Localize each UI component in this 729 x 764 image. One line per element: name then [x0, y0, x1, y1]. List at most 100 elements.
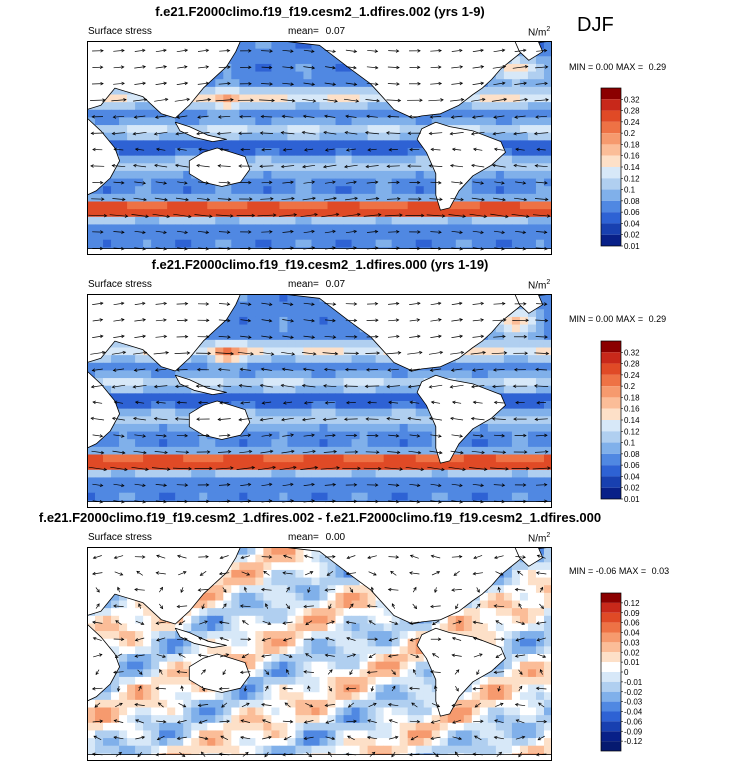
colorbar-box — [601, 352, 621, 364]
panel-3-title: f.e21.F2000climo.f19_f19.cesm2_1.dfires.… — [38, 510, 602, 525]
wind-vectors — [88, 48, 551, 251]
panel-2-max-value: 0.29 — [648, 314, 667, 324]
colorbar-tick-label: 0.1 — [624, 439, 636, 448]
colorbar-tick-label: 0.04 — [624, 472, 640, 481]
panel-1-mean-value: 0.07 — [325, 26, 346, 37]
colorbar-box — [601, 612, 621, 623]
colorbar-tick-label: -0.01 — [624, 678, 643, 687]
panel-3-colorbar: 0.120.090.060.040.030.020.010-0.01-0.02-… — [600, 592, 643, 752]
colorbar-tick-label: 0 — [624, 668, 629, 677]
panel-2-colorbar: 0.32 0.28 0.24 0.2 0.18 0.16 0.14 0.12 0.1 0.08 0.… — [600, 340, 640, 502]
panel-3-max-value: 0.03 — [651, 566, 670, 576]
colorbar-box — [601, 363, 621, 375]
colorbar-box — [601, 234, 621, 246]
colorbar-box — [601, 212, 621, 224]
colorbar-box — [601, 476, 621, 488]
panel-2-units-exp: 2 — [546, 279, 551, 286]
panel-1-min-value: 0.00 — [595, 62, 614, 72]
colorbar-box — [601, 487, 621, 499]
colorbar-tick-label: 0.28 — [624, 360, 640, 369]
panel-1-map — [87, 41, 552, 255]
colorbar-tick-label: 0.12 — [624, 427, 640, 436]
colorbar-box — [601, 652, 621, 663]
season-label: DJF — [577, 14, 614, 36]
land-masses — [87, 294, 552, 508]
colorbar-box — [601, 420, 621, 432]
colorbar-tick-label: -0.02 — [624, 688, 643, 697]
panel-1-max-label: MAX = — [615, 62, 644, 72]
colorbar-tick-label: 0.02 — [624, 648, 640, 657]
colorbar-box — [601, 672, 621, 682]
colorbar-box — [601, 178, 621, 190]
panel-3-units: N/m2 — [528, 532, 550, 544]
panel-1-minmax: MIN = 0.00 MAX = 0.29 — [569, 62, 666, 72]
panel-1-mean-label: mean= — [288, 26, 319, 37]
panel-2-map — [87, 294, 552, 508]
panel-2-min-value: 0.00 — [595, 314, 614, 324]
colorbar-box — [601, 431, 621, 443]
colorbar-tick-label: -0.09 — [624, 727, 643, 736]
colorbar-tick-label: 0.16 — [624, 405, 640, 414]
panel-2-title: f.e21.F2000climo.f19_f19.cesm2_1.dfires.… — [151, 257, 489, 272]
colorbar-tick-label: 0.01 — [624, 242, 640, 249]
colorbar-tick-label: 0.14 — [624, 416, 640, 425]
colorbar-box — [601, 167, 621, 179]
panel-1-mean: mean= 0.07 — [288, 26, 345, 37]
colorbar-tick-label: 0.01 — [624, 495, 640, 502]
panel-3-mean-label: mean= — [288, 532, 319, 543]
colorbar-box — [601, 593, 621, 603]
colorbar-tick-label: 0.28 — [624, 107, 640, 116]
panel-2-variable: Surface stress — [88, 279, 152, 290]
colorbar-tick-label: 0.18 — [624, 140, 640, 149]
colorbar-box — [601, 200, 621, 213]
map-frame — [87, 294, 552, 508]
panel-2-min-label: MIN = — [569, 314, 594, 324]
colorbar-tick-label: -0.03 — [624, 698, 643, 707]
panel-3-mean-value: 0.00 — [325, 532, 346, 543]
colorbar-box — [601, 99, 621, 111]
colorbar-tick-label: 0.14 — [624, 163, 640, 172]
land-masses — [87, 547, 552, 761]
panel-3-units-exp: 2 — [546, 532, 551, 539]
land-masses — [87, 41, 552, 255]
panel-2-units: N/m2 — [528, 279, 550, 291]
colorbar-box — [601, 133, 621, 145]
colorbar-tick-label: 0.1 — [624, 186, 636, 195]
colorbar-box — [601, 731, 621, 742]
colorbar-tick-label: 0.08 — [624, 197, 640, 206]
colorbar-tick-label: 0.16 — [624, 152, 640, 161]
colorbar-tick-label: -0.04 — [624, 708, 643, 717]
colorbar-tick-label: 0.06 — [624, 619, 640, 628]
panel-3-map — [87, 547, 552, 761]
panel-3-min-value: -0.06 — [595, 566, 617, 576]
panel-3-variable: Surface stress — [88, 532, 152, 543]
colorbar-tick-label: 0.12 — [624, 599, 640, 608]
panel-1-min-label: MIN = — [569, 62, 594, 72]
panel-1-max-value: 0.29 — [648, 62, 667, 72]
panel-1-units: N/m2 — [528, 26, 550, 38]
panel-1-colorbar: 0.32 0.28 0.24 0.2 0.18 0.16 0.14 0.12 0.1 0.08 0.… — [600, 87, 640, 249]
colorbar-box — [601, 88, 621, 100]
map-frame — [87, 547, 552, 761]
panel-2-mean-label: mean= — [288, 279, 319, 290]
colorbar-tick-label: 0.12 — [624, 174, 640, 183]
panel-1-units-exp: 2 — [546, 26, 551, 33]
panel-1-units-base: N/m — [528, 27, 547, 39]
colorbar-tick-label: 0.06 — [624, 208, 640, 217]
colorbar-box — [601, 155, 621, 167]
panel-3-minmax: MIN = -0.06 MAX = 0.03 — [569, 566, 669, 576]
colorbar-tick-label: 0.24 — [624, 118, 640, 127]
colorbar-box — [601, 189, 621, 201]
colorbar-box — [601, 602, 621, 613]
colorbar-tick-label: -0.12 — [624, 737, 643, 746]
panel-1-title: f.e21.F2000climo.f19_f19.cesm2_1.dfires.… — [155, 4, 485, 19]
colorbar-box — [601, 397, 621, 409]
colorbar-box — [601, 691, 621, 702]
colorbar-box — [601, 121, 621, 134]
panel-2-mean: mean= 0.07 — [288, 279, 345, 290]
map-frame — [87, 41, 552, 255]
panel-3-units-base: N/m — [528, 533, 547, 545]
colorbar-tick-label: 0.09 — [624, 609, 640, 618]
colorbar-box — [601, 741, 621, 751]
colorbar-box — [601, 701, 621, 712]
